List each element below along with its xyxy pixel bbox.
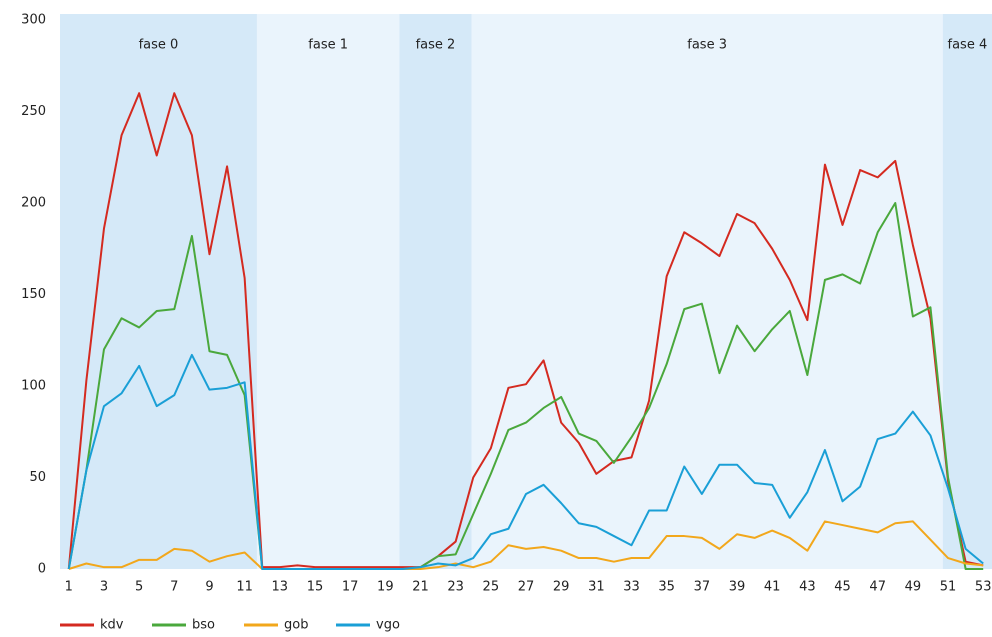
x-tick-label: 19 xyxy=(377,580,394,595)
line-series xyxy=(67,202,984,570)
x-tick-label: 41 xyxy=(764,580,781,595)
legend-label: kdv xyxy=(100,618,124,633)
x-tick-label: 17 xyxy=(342,580,359,595)
legend-label: bso xyxy=(192,618,215,633)
x-tick-label: 1 xyxy=(65,580,73,595)
y-tick-label: 150 xyxy=(21,287,46,302)
y-tick-label: 250 xyxy=(21,104,46,119)
line-series xyxy=(67,92,984,570)
x-tick-label: 45 xyxy=(834,580,851,595)
x-tick-label: 37 xyxy=(694,580,711,595)
x-tick-label: 47 xyxy=(869,580,886,595)
x-tick-label: 39 xyxy=(729,580,746,595)
x-tick-label: 11 xyxy=(236,580,253,595)
x-tick-label: 29 xyxy=(553,580,570,595)
phase-label: fase 2 xyxy=(416,38,456,53)
y-tick-label: 300 xyxy=(21,13,46,28)
phase-label: fase 3 xyxy=(687,38,727,53)
y-tick-label: 0 xyxy=(38,562,46,577)
line-series xyxy=(68,520,984,570)
legend-label: gob xyxy=(284,618,308,633)
x-tick-label: 15 xyxy=(307,580,324,595)
x-tick-label: 25 xyxy=(483,580,500,595)
x-tick-label: 43 xyxy=(799,580,816,595)
x-tick-label: 21 xyxy=(412,580,429,595)
phase-band xyxy=(399,14,472,569)
legend-label: vgo xyxy=(376,618,400,633)
x-tick-label: 23 xyxy=(447,580,464,595)
phase-band xyxy=(942,14,992,569)
y-tick-label: 100 xyxy=(21,379,46,394)
x-tick-label: 3 xyxy=(100,580,108,595)
x-tick-label: 13 xyxy=(272,580,289,595)
x-tick-label: 53 xyxy=(975,580,992,595)
x-tick-label: 7 xyxy=(170,580,178,595)
phase-band xyxy=(60,14,257,569)
phase-label: fase 4 xyxy=(948,38,988,53)
x-tick-label: 51 xyxy=(940,580,957,595)
line-series xyxy=(67,353,984,570)
x-tick-label: 49 xyxy=(905,580,922,595)
x-tick-label: 31 xyxy=(588,580,605,595)
phase-label: fase 0 xyxy=(139,38,179,53)
y-tick-label: 50 xyxy=(29,470,46,485)
x-tick-label: 5 xyxy=(135,580,143,595)
phase-label: fase 1 xyxy=(308,38,348,53)
x-tick-label: 35 xyxy=(658,580,675,595)
y-tick-label: 200 xyxy=(21,196,46,211)
x-tick-label: 33 xyxy=(623,580,640,595)
x-tick-label: 27 xyxy=(518,580,535,595)
phase-band xyxy=(256,14,400,569)
x-tick-label: 9 xyxy=(205,580,213,595)
